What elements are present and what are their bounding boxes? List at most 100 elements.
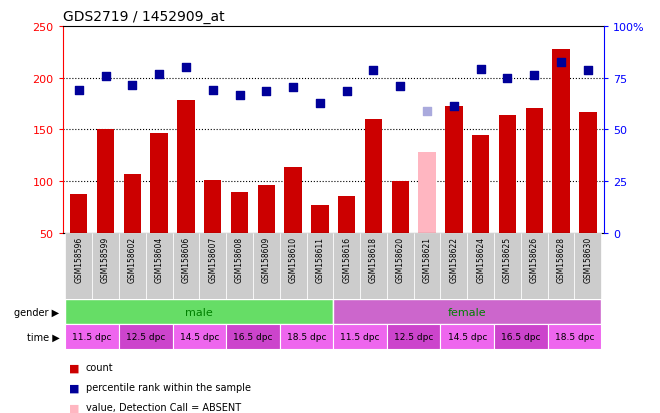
Text: GSM158596: GSM158596 [75, 237, 83, 283]
Bar [92, 233, 119, 299]
Point [529, 72, 539, 78]
Text: GSM158602: GSM158602 [128, 237, 137, 282]
Point [181, 65, 191, 71]
Text: ■: ■ [69, 363, 80, 373]
Bar [226, 324, 280, 349]
Bar [525, 109, 543, 233]
Bar [548, 324, 601, 349]
Bar [65, 233, 92, 299]
Text: 14.5 dpc: 14.5 dpc [180, 332, 219, 341]
Bar [440, 324, 494, 349]
Text: GSM158606: GSM158606 [182, 237, 191, 283]
Text: percentile rank within the sample: percentile rank within the sample [86, 382, 251, 392]
Text: GSM158620: GSM158620 [396, 237, 405, 282]
Bar [199, 233, 226, 299]
Point [261, 88, 272, 95]
Point [154, 71, 164, 78]
Bar [360, 233, 387, 299]
Text: GSM158616: GSM158616 [342, 237, 351, 282]
Bar [521, 233, 548, 299]
Bar [70, 194, 88, 233]
Bar [280, 233, 306, 299]
Bar [280, 324, 333, 349]
Text: male: male [185, 307, 213, 317]
Bar [333, 324, 387, 349]
Text: 12.5 dpc: 12.5 dpc [126, 332, 166, 341]
Bar [284, 167, 302, 233]
Text: time ▶: time ▶ [26, 332, 59, 342]
Bar [97, 130, 114, 233]
Text: female: female [448, 307, 486, 317]
Text: count: count [86, 363, 114, 373]
Bar [467, 233, 494, 299]
Bar [418, 153, 436, 233]
Text: 11.5 dpc: 11.5 dpc [73, 332, 112, 341]
Bar [494, 324, 548, 349]
Point [127, 83, 138, 89]
Text: GSM158607: GSM158607 [209, 237, 217, 283]
Bar [150, 133, 168, 233]
Text: 18.5 dpc: 18.5 dpc [286, 332, 326, 341]
Bar [445, 106, 463, 233]
Point [395, 83, 405, 90]
Bar [253, 233, 280, 299]
Bar [414, 233, 440, 299]
Bar [494, 233, 521, 299]
Point [207, 88, 218, 94]
Point [341, 88, 352, 95]
Text: GSM158604: GSM158604 [154, 237, 164, 283]
Text: GSM158611: GSM158611 [315, 237, 325, 282]
Point [73, 88, 84, 94]
Bar [119, 233, 146, 299]
Text: 18.5 dpc: 18.5 dpc [554, 332, 594, 341]
Point [315, 100, 325, 107]
Point [502, 75, 513, 82]
Bar [391, 182, 409, 233]
Bar [499, 116, 516, 233]
Bar [172, 324, 226, 349]
Text: value, Detection Call = ABSENT: value, Detection Call = ABSENT [86, 402, 241, 412]
Text: GSM158622: GSM158622 [449, 237, 458, 282]
Text: 14.5 dpc: 14.5 dpc [447, 332, 487, 341]
Text: GSM158599: GSM158599 [101, 237, 110, 283]
Text: 16.5 dpc: 16.5 dpc [501, 332, 541, 341]
Bar [123, 174, 141, 233]
Text: GSM158608: GSM158608 [235, 237, 244, 282]
Text: 16.5 dpc: 16.5 dpc [233, 332, 273, 341]
Text: GSM158626: GSM158626 [530, 237, 539, 282]
Point [234, 93, 245, 100]
Bar [119, 324, 172, 349]
Text: GSM158630: GSM158630 [583, 237, 592, 283]
Bar [387, 233, 414, 299]
Bar [440, 233, 467, 299]
Point [449, 103, 459, 109]
Bar [472, 135, 489, 233]
Text: GSM158628: GSM158628 [556, 237, 566, 282]
Bar [552, 50, 570, 233]
Bar [226, 233, 253, 299]
Text: GSM158609: GSM158609 [262, 237, 271, 283]
Point [422, 108, 432, 115]
Point [100, 73, 111, 80]
Bar [172, 233, 199, 299]
Text: gender ▶: gender ▶ [15, 307, 59, 317]
Text: GSM158625: GSM158625 [503, 237, 512, 282]
Text: 12.5 dpc: 12.5 dpc [394, 332, 434, 341]
Bar [574, 233, 601, 299]
Text: 11.5 dpc: 11.5 dpc [341, 332, 380, 341]
Bar [65, 299, 333, 324]
Bar [178, 101, 195, 233]
Bar [387, 324, 440, 349]
Point [368, 68, 379, 75]
Bar [338, 196, 355, 233]
Point [583, 68, 593, 75]
Bar [257, 186, 275, 233]
Bar [333, 299, 601, 324]
Text: ■: ■ [69, 402, 80, 412]
Text: GSM158610: GSM158610 [288, 237, 298, 282]
Bar [204, 181, 222, 233]
Text: GSM158621: GSM158621 [422, 237, 432, 282]
Text: GSM158618: GSM158618 [369, 237, 378, 282]
Bar [312, 206, 329, 233]
Bar [365, 120, 382, 233]
